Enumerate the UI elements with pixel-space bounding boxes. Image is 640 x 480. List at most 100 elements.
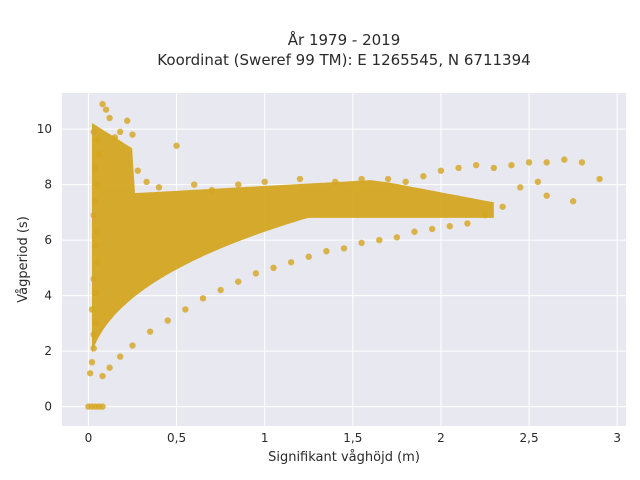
data-point — [92, 289, 99, 296]
data-point — [92, 242, 99, 249]
y-tick-label: 0 — [44, 400, 52, 414]
data-point — [525, 159, 533, 166]
dense-point-cloud — [92, 123, 494, 353]
data-point — [143, 178, 150, 185]
data-point — [116, 128, 124, 136]
data-point — [90, 345, 97, 352]
x-tick-label: 0,5 — [167, 431, 186, 445]
data-point — [446, 223, 453, 230]
data-point — [99, 100, 106, 108]
data-point — [261, 178, 268, 185]
data-point — [376, 236, 383, 244]
data-point — [472, 161, 480, 169]
data-point — [534, 178, 542, 185]
data-point — [134, 167, 141, 174]
data-point — [235, 278, 242, 285]
data-point — [155, 184, 163, 191]
y-axis-ticks: 0 2 4 6 8 10 — [37, 122, 52, 414]
x-axis-ticks: 0 0,5 1 1,5 2 2,5 3 — [85, 431, 621, 445]
data-point — [88, 358, 96, 366]
data-point — [90, 128, 97, 136]
data-point — [90, 211, 97, 219]
data-point — [578, 159, 586, 166]
data-point — [92, 320, 99, 327]
data-point — [393, 234, 401, 241]
data-point — [95, 150, 103, 158]
x-tick-label: 0 — [85, 431, 93, 445]
data-point — [94, 228, 101, 235]
data-point — [340, 245, 348, 252]
x-tick-label: 1 — [261, 431, 269, 445]
data-point — [464, 220, 471, 227]
data-point — [90, 331, 97, 338]
x-tick-label: 1,5 — [343, 431, 362, 445]
data-point — [402, 178, 409, 185]
data-point — [358, 239, 365, 247]
data-point — [87, 370, 94, 377]
data-point — [235, 181, 242, 188]
data-point — [323, 247, 330, 255]
chart-title-line-1: År 1979 - 2019 — [288, 30, 401, 49]
data-point — [88, 306, 96, 313]
x-tick-label: 2 — [437, 431, 445, 445]
data-point — [543, 159, 550, 166]
data-point — [384, 175, 392, 183]
data-point — [437, 167, 445, 174]
data-point — [129, 342, 136, 349]
data-point — [90, 275, 97, 283]
x-tick-label: 2,5 — [520, 431, 539, 445]
data-point — [106, 364, 113, 371]
x-tick-label: 3 — [613, 431, 621, 445]
data-point — [217, 286, 224, 294]
data-point — [561, 156, 568, 163]
data-point — [146, 328, 154, 335]
data-point — [92, 164, 99, 172]
y-tick-label: 8 — [44, 178, 52, 192]
y-tick-label: 10 — [37, 122, 52, 136]
data-point — [106, 114, 113, 122]
y-tick-label: 2 — [44, 344, 52, 358]
data-point — [331, 178, 339, 185]
data-point — [173, 142, 180, 149]
data-point — [99, 403, 106, 410]
data-point — [190, 181, 198, 188]
data-points — [85, 100, 603, 410]
y-tick-label: 6 — [44, 233, 52, 247]
data-point — [481, 211, 489, 219]
y-tick-label: 4 — [44, 289, 52, 303]
data-point — [124, 117, 131, 124]
data-point — [296, 175, 304, 183]
data-point — [411, 228, 418, 235]
data-point — [102, 106, 110, 113]
data-point — [428, 225, 436, 233]
data-point — [94, 136, 101, 144]
y-axis-title: Vågperiod (s) — [16, 216, 31, 303]
data-point — [92, 198, 99, 205]
x-axis-title: Signifikant våghöjd (m) — [268, 450, 420, 465]
data-point — [420, 173, 427, 180]
data-point — [208, 186, 216, 194]
data-point — [111, 134, 119, 141]
data-point — [270, 264, 277, 272]
chart-title-line-2: Koordinat (Sweref 99 TM): E 1265545, N 6… — [157, 51, 530, 69]
data-point — [287, 259, 295, 266]
data-point — [508, 161, 515, 169]
data-point — [164, 317, 171, 324]
data-point — [490, 164, 498, 172]
data-point — [569, 198, 577, 205]
data-point — [305, 253, 312, 260]
data-point — [252, 270, 260, 277]
data-point — [358, 175, 365, 183]
data-point — [517, 184, 524, 191]
data-point — [543, 192, 550, 199]
data-point — [99, 372, 106, 380]
data-point — [94, 259, 101, 266]
data-point — [596, 175, 603, 183]
data-point — [455, 164, 462, 172]
data-point — [199, 295, 207, 302]
data-point — [94, 181, 101, 188]
data-point — [499, 203, 506, 210]
data-point — [182, 306, 189, 313]
